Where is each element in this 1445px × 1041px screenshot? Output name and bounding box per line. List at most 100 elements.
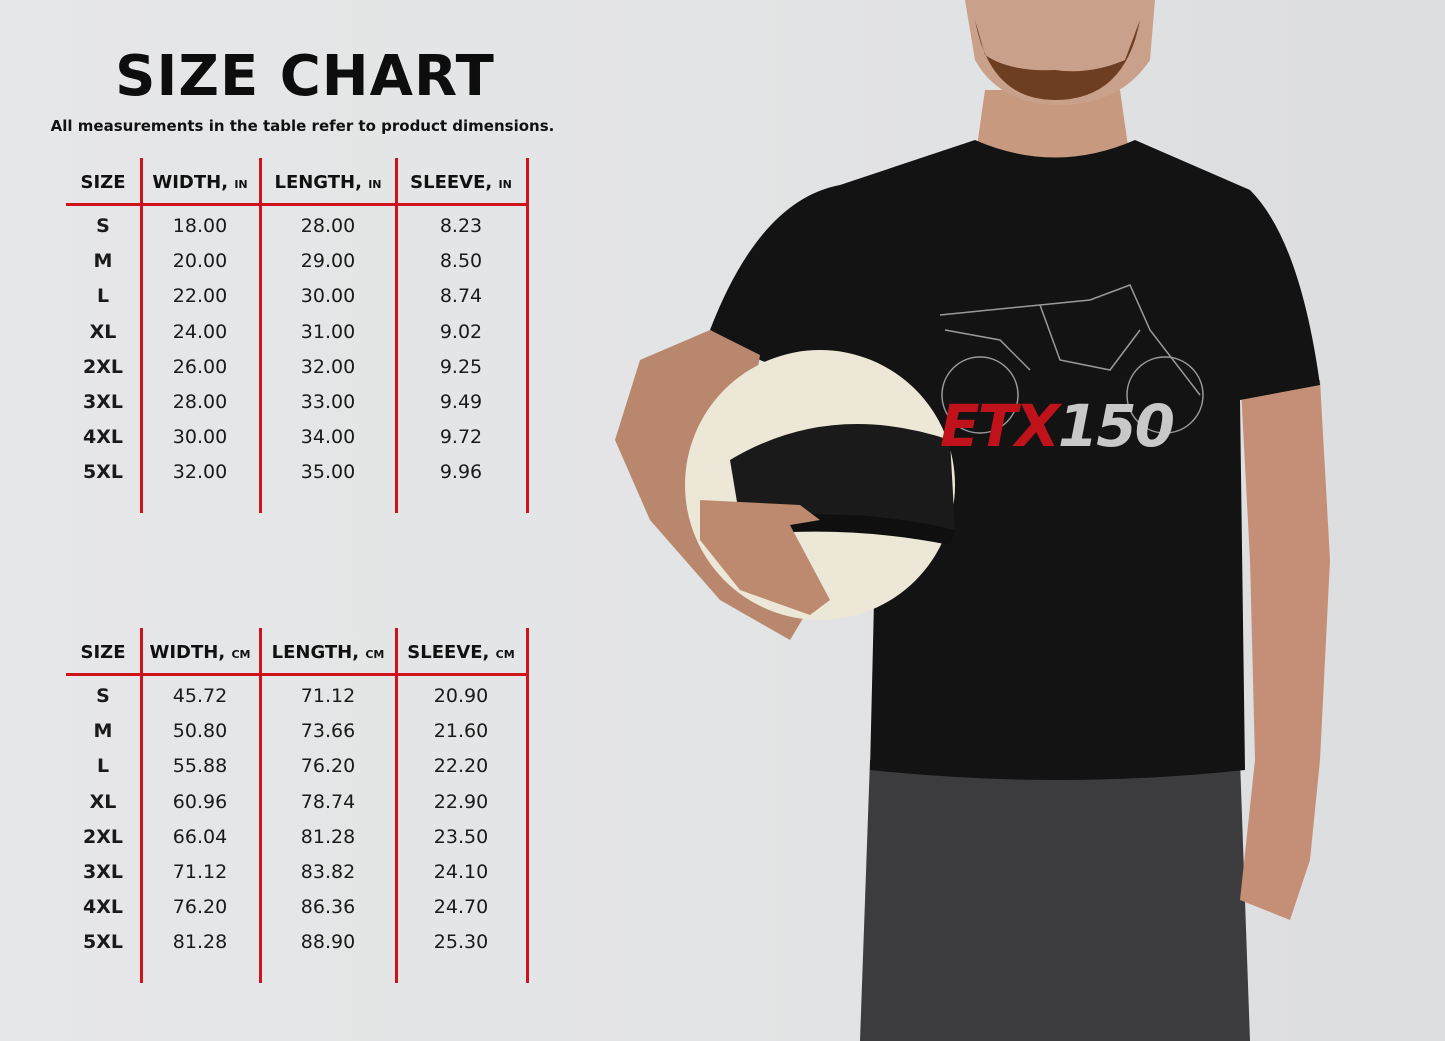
size-label: L — [96, 285, 110, 308]
measurement-cell: 22.00 — [172, 285, 228, 308]
measurement-cell: 35.00 — [300, 461, 356, 484]
measurement-cell: 9.49 — [439, 391, 483, 413]
helmet-visor — [730, 424, 955, 530]
table-divider — [259, 158, 262, 513]
table-divider — [395, 158, 398, 513]
measurement-cell: 32.00 — [172, 461, 228, 484]
product-logo: ETX150 — [940, 392, 1175, 460]
column-header-label: SIZE — [80, 642, 126, 663]
measurement-cell: 73.66 — [300, 720, 356, 743]
measurement-cell: 71.12 — [172, 861, 228, 883]
measurement-cell: 9.72 — [439, 426, 483, 449]
measurement-cell: 9.96 — [439, 461, 483, 484]
column-header-label: SIZE — [80, 172, 126, 193]
column-header-label: WIDTH, — [149, 642, 232, 663]
page-title: SIZE CHART — [115, 44, 495, 109]
size-label: 4XL — [83, 896, 123, 919]
table-divider — [259, 628, 262, 983]
size-label: 5XL — [83, 931, 123, 954]
beard — [975, 20, 1140, 100]
column-header: SIZE — [33, 172, 173, 193]
measurement-cell: 22.90 — [433, 790, 489, 813]
measurement-cell: 45.72 — [172, 685, 228, 707]
column-header-unit: CM — [231, 648, 251, 661]
column-header: SLEEVE, CM — [391, 642, 531, 663]
measurement-cell: 30.00 — [172, 426, 228, 449]
size-table-inches: SIZE WIDTH, IN LENGTH, IN SLEEVE, IN S 18.00 2… — [66, 158, 530, 514]
measurement-cell: 32.00 — [300, 355, 356, 378]
column-header-label: LENGTH, — [271, 642, 366, 663]
column-header: SLEEVE, IN — [391, 172, 531, 193]
measurement-cell: 29.00 — [300, 250, 356, 273]
size-label: M — [93, 720, 113, 743]
table-divider — [526, 158, 529, 513]
measurement-cell: 81.28 — [300, 825, 356, 848]
column-header-label: SLEEVE, — [407, 642, 496, 663]
measurement-cell: 28.00 — [172, 391, 228, 413]
size-label: 3XL — [83, 861, 123, 883]
model-photo — [615, 0, 1330, 1041]
column-header-unit: IN — [234, 178, 248, 191]
column-header-label: WIDTH, — [152, 172, 235, 193]
column-header-unit: IN — [498, 178, 512, 191]
measurement-cell: 21.60 — [433, 720, 489, 743]
measurement-cell: 33.00 — [300, 391, 356, 413]
measurement-cell: 31.00 — [300, 320, 356, 343]
measurement-cell: 28.00 — [300, 215, 356, 237]
t-shirt — [710, 140, 1320, 780]
column-header: LENGTH, IN — [258, 172, 398, 193]
measurement-cell: 8.23 — [439, 215, 483, 237]
size-label: L — [96, 755, 110, 778]
measurement-cell: 8.74 — [439, 285, 483, 308]
measurement-cell: 71.12 — [300, 685, 356, 707]
measurement-cell: 60.96 — [172, 790, 228, 813]
size-label: M — [93, 250, 113, 273]
right-arm — [1240, 370, 1330, 920]
measurement-cell: 9.25 — [439, 355, 483, 378]
measurement-cell: 24.00 — [172, 320, 228, 343]
size-label: XL — [89, 320, 117, 343]
measurement-cell: 18.00 — [172, 215, 228, 237]
size-label: S — [96, 215, 110, 237]
size-label: 4XL — [83, 426, 123, 449]
measurement-cell: 88.90 — [300, 931, 356, 954]
column-header-label: SLEEVE, — [410, 172, 499, 193]
subtitle: All measurements in the table refer to p… — [50, 117, 555, 135]
size-label: 2XL — [83, 355, 123, 378]
measurement-cell: 20.00 — [172, 250, 228, 273]
measurement-cell: 83.82 — [300, 861, 356, 883]
measurement-cell: 81.28 — [172, 931, 228, 954]
measurement-cell: 30.00 — [300, 285, 356, 308]
measurement-cell: 50.80 — [172, 720, 228, 743]
size-label: 3XL — [83, 391, 123, 413]
measurement-cell: 76.20 — [300, 755, 356, 778]
neck — [975, 90, 1130, 160]
header-underline — [66, 203, 528, 206]
size-table-centimeters: SIZE WIDTH, CM LENGTH, CM SLEEVE, CM S 45.72 7… — [66, 628, 530, 984]
size-label: S — [96, 685, 110, 707]
table-divider — [140, 628, 143, 983]
measurement-cell: 86.36 — [300, 896, 356, 919]
column-header: SIZE — [33, 642, 173, 663]
measurement-cell: 78.74 — [300, 790, 356, 813]
measurement-cell: 34.00 — [300, 426, 356, 449]
table-divider — [395, 628, 398, 983]
measurement-cell: 55.88 — [172, 755, 228, 778]
size-label: 5XL — [83, 461, 123, 484]
measurement-cell: 9.02 — [439, 320, 483, 343]
motorcycle-graphic — [939, 284, 1204, 434]
logo-red-text: ETX — [940, 392, 1060, 460]
measurement-cell: 20.90 — [433, 685, 489, 707]
measurement-cell: 26.00 — [172, 355, 228, 378]
size-label: 2XL — [83, 825, 123, 848]
column-header-unit: CM — [495, 648, 515, 661]
measurement-cell: 24.10 — [433, 861, 489, 883]
logo-gray-text: 150 — [1057, 392, 1175, 460]
jeans — [860, 760, 1250, 1041]
table-divider — [526, 628, 529, 983]
measurement-cell: 25.30 — [433, 931, 489, 954]
table-divider — [140, 158, 143, 513]
hand — [700, 500, 830, 615]
column-header: LENGTH, CM — [258, 642, 398, 663]
size-label: XL — [89, 790, 117, 813]
